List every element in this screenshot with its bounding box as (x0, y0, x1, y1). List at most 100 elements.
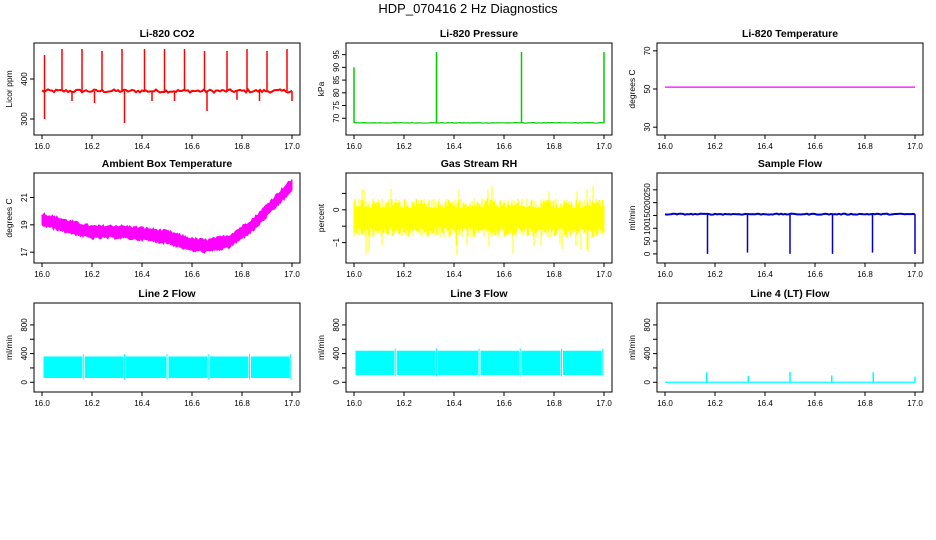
data-trace (41, 87, 293, 94)
y-tick-label: 400 (332, 346, 341, 360)
x-tick-label: 16.4 (446, 399, 462, 408)
x-tick-label: 17.0 (596, 399, 612, 408)
x-axis: 16.0 16.2 16.4 16.6 16.8 17.0 (346, 392, 612, 408)
x-tick-label: 16.6 (807, 399, 823, 408)
panel-title: Sample Flow (758, 158, 823, 170)
x-tick-label: 16.4 (757, 142, 773, 151)
x-tick-label: 16.0 (34, 399, 50, 408)
y-tick-label: 85 (332, 75, 341, 84)
data-trace (664, 212, 916, 216)
y-axis: 300 400 (20, 72, 34, 126)
x-tick-label: 16.4 (757, 399, 773, 408)
x-tick-label: 16.2 (84, 399, 100, 408)
x-tick-label: 16.0 (657, 399, 673, 408)
plot-frame (33, 42, 301, 136)
x-tick-label: 16.4 (134, 399, 150, 408)
y-tick-label: 300 (20, 112, 29, 126)
y-tick-label: 100 (643, 221, 652, 235)
y-tick-label: 0 (20, 379, 29, 384)
x-tick-label: 17.0 (596, 270, 612, 279)
panel-licor-temp: Li-820 Temperature 16.0 16.2 16.4 16.6 16.8 17… (627, 28, 924, 151)
y-axis: 70 75 80 85 90 95 (332, 50, 346, 123)
x-tick-label: 16.0 (346, 270, 362, 279)
x-axis: 16.0 16.2 16.4 16.6 16.8 17.0 (657, 135, 923, 151)
data-trace (353, 121, 605, 124)
series-rh (353, 185, 605, 256)
x-tick-label: 16.6 (496, 399, 512, 408)
x-axis: 16.0 16.2 16.4 16.6 16.8 17.0 (34, 392, 300, 408)
panel-title: Li-820 Pressure (440, 28, 518, 40)
data-block (480, 350, 520, 376)
y-tick-label: 200 (643, 195, 652, 209)
x-axis: 16.0 16.2 16.4 16.6 16.8 17.0 (346, 135, 612, 151)
y-tick-label: 30 (643, 122, 652, 131)
data-block (355, 350, 395, 376)
x-tick-label: 16.8 (857, 399, 873, 408)
y-tick-label: 70 (643, 46, 652, 55)
plot-frame (33, 172, 301, 264)
panel-line4-flow: Line 4 (LT) Flow 16.0 16.2 16.4 16.6 16.8 17.0… (627, 288, 924, 408)
plot-frame (33, 302, 301, 393)
x-tick-label: 16.0 (657, 142, 673, 151)
x-tick-label: 17.0 (596, 142, 612, 151)
x-tick-label: 16.8 (234, 270, 250, 279)
series-line3-flow (355, 348, 604, 377)
data-block (396, 350, 436, 376)
y-tick-label: 80 (332, 88, 341, 97)
y-axis: 0 400 800 (20, 318, 34, 384)
x-tick-label: 16.4 (446, 270, 462, 279)
figure-title: HDP_070416 2 Hz Diagnostics (378, 1, 558, 16)
y-axis-label: ml/min (627, 335, 637, 360)
y-tick-label: −1 (332, 237, 341, 247)
x-tick-label: 16.2 (396, 270, 412, 279)
x-tick-label: 16.0 (34, 142, 50, 151)
x-tick-label: 16.6 (807, 142, 823, 151)
x-tick-label: 17.0 (907, 399, 923, 408)
panel-sample-flow: Sample Flow 16.0 16.2 16.4 16.6 16.8 17.0 0 5010… (627, 158, 924, 279)
x-tick-label: 16.4 (134, 142, 150, 151)
x-tick-label: 16.2 (707, 142, 723, 151)
y-tick-label: 70 (332, 113, 341, 122)
y-tick-label: 75 (332, 101, 341, 110)
y-tick-label: 0 (643, 251, 652, 256)
x-tick-label: 16.2 (707, 270, 723, 279)
data-block (563, 350, 602, 376)
panel-pressure: Li-820 Pressure 16.0 16.2 16.4 16.6 16.8 17.0 7… (316, 28, 613, 151)
y-axis-label: percent (316, 203, 326, 232)
y-tick-label: 400 (20, 346, 29, 360)
x-tick-label: 16.8 (857, 142, 873, 151)
x-tick-label: 16.2 (84, 270, 100, 279)
x-tick-label: 16.4 (757, 270, 773, 279)
series-line4-flow (665, 371, 916, 383)
data-block (251, 356, 290, 378)
y-tick-label: 19 (20, 220, 29, 229)
y-tick-label: 0 (332, 379, 341, 384)
series-sample-flow (664, 212, 916, 254)
y-axis-label: ml/min (627, 205, 637, 230)
panel-rh: Gas Stream RH 16.0 16.2 16.4 16.6 16.8 17.0 −1 0… (316, 158, 613, 279)
x-tick-label: 16.6 (184, 270, 200, 279)
x-tick-label: 17.0 (907, 270, 923, 279)
x-tick-label: 16.4 (134, 270, 150, 279)
y-tick-label: 95 (332, 50, 341, 59)
x-tick-label: 16.6 (496, 270, 512, 279)
y-tick-label: 400 (643, 346, 652, 360)
panel-line2-flow: Line 2 Flow 16.0 16.2 16.4 16.6 16.8 17.0 0 400 8… (4, 288, 301, 408)
plot-frame (656, 42, 924, 136)
x-tick-label: 16.2 (396, 142, 412, 151)
x-tick-label: 16.0 (34, 270, 50, 279)
x-tick-label: 16.6 (496, 142, 512, 151)
series-pressure (353, 52, 605, 124)
y-axis-label: degrees C (627, 69, 637, 108)
x-tick-label: 16.8 (234, 399, 250, 408)
y-tick-label: 0 (643, 379, 652, 384)
x-tick-label: 16.4 (446, 142, 462, 151)
panel-title: Li-820 CO2 (140, 28, 195, 40)
panel-title: Line 4 (LT) Flow (750, 288, 830, 300)
y-tick-label: 150 (643, 208, 652, 222)
x-axis: 16.0 16.2 16.4 16.6 16.8 17.0 (34, 263, 300, 279)
x-tick-label: 17.0 (284, 399, 300, 408)
y-axis: 0 400 800 (643, 318, 657, 384)
